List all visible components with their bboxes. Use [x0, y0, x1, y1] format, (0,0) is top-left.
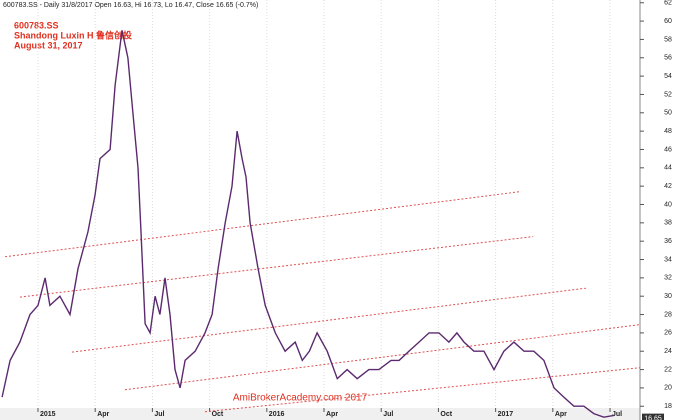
y-tick-label: 54: [664, 73, 672, 80]
y-tick-label: 42: [664, 183, 672, 190]
x-tick-label: 2016: [269, 411, 285, 418]
last-value-box: [642, 413, 664, 420]
y-tick-label: 24: [664, 348, 672, 355]
y-tick-label: 32: [664, 275, 672, 282]
y-tick-label: 34: [664, 256, 672, 263]
y-tick-label: 50: [664, 110, 672, 117]
x-tick-label: 2015: [40, 411, 56, 418]
y-tick-label: 22: [664, 366, 672, 373]
date-strip: [0, 408, 640, 420]
x-tick-label: Apr: [97, 411, 109, 418]
trend-line: [4, 191, 521, 258]
x-tick-label: 2017: [498, 411, 514, 418]
y-tick-label: 62: [664, 0, 672, 7]
y-tick-label: 20: [664, 385, 672, 392]
y-tick-label: 40: [664, 201, 672, 208]
x-tick-label: Apr: [555, 411, 567, 418]
y-tick-label: 38: [664, 220, 672, 227]
y-tick-label: 30: [664, 293, 672, 300]
plot-area: [0, 0, 640, 420]
price-line: [1, 30, 615, 418]
y-tick-label: 58: [664, 36, 672, 43]
trend-line: [204, 367, 641, 413]
trend-line: [124, 324, 641, 391]
x-tick-label: Jul: [612, 411, 622, 418]
x-tick-label: Oct: [440, 411, 452, 418]
y-tick-label: 26: [664, 330, 672, 337]
watermark: AmiBrokerAcademy.com 2017: [233, 393, 368, 404]
x-tick-label: Oct: [212, 411, 224, 418]
x-tick-label: Apr: [326, 411, 338, 418]
y-tick-label: 28: [664, 311, 672, 318]
y-tick-label: 46: [664, 146, 672, 153]
y-tick-label: 56: [664, 55, 672, 62]
y-tick-label: 48: [664, 128, 672, 135]
chart-title: 600783.SS: [14, 20, 59, 30]
header: 600783.SS - Daily 31/8/2017 Open 16.63, …: [3, 2, 258, 9]
subtitle: Shandong Luxin H 鲁信创投: [14, 29, 132, 40]
y-tick-label: 52: [664, 91, 672, 98]
last-value: 16.65: [644, 415, 662, 420]
y-tick-label: 44: [664, 165, 672, 172]
y-tick-label: 18: [664, 403, 672, 410]
date-text: August 31, 2017: [14, 40, 83, 50]
x-tick-label: Jul: [383, 411, 393, 418]
y-tick-label: 60: [664, 18, 672, 25]
y-tick-label: 36: [664, 238, 672, 245]
trend-line: [72, 287, 589, 353]
x-tick-label: Jul: [154, 411, 164, 418]
